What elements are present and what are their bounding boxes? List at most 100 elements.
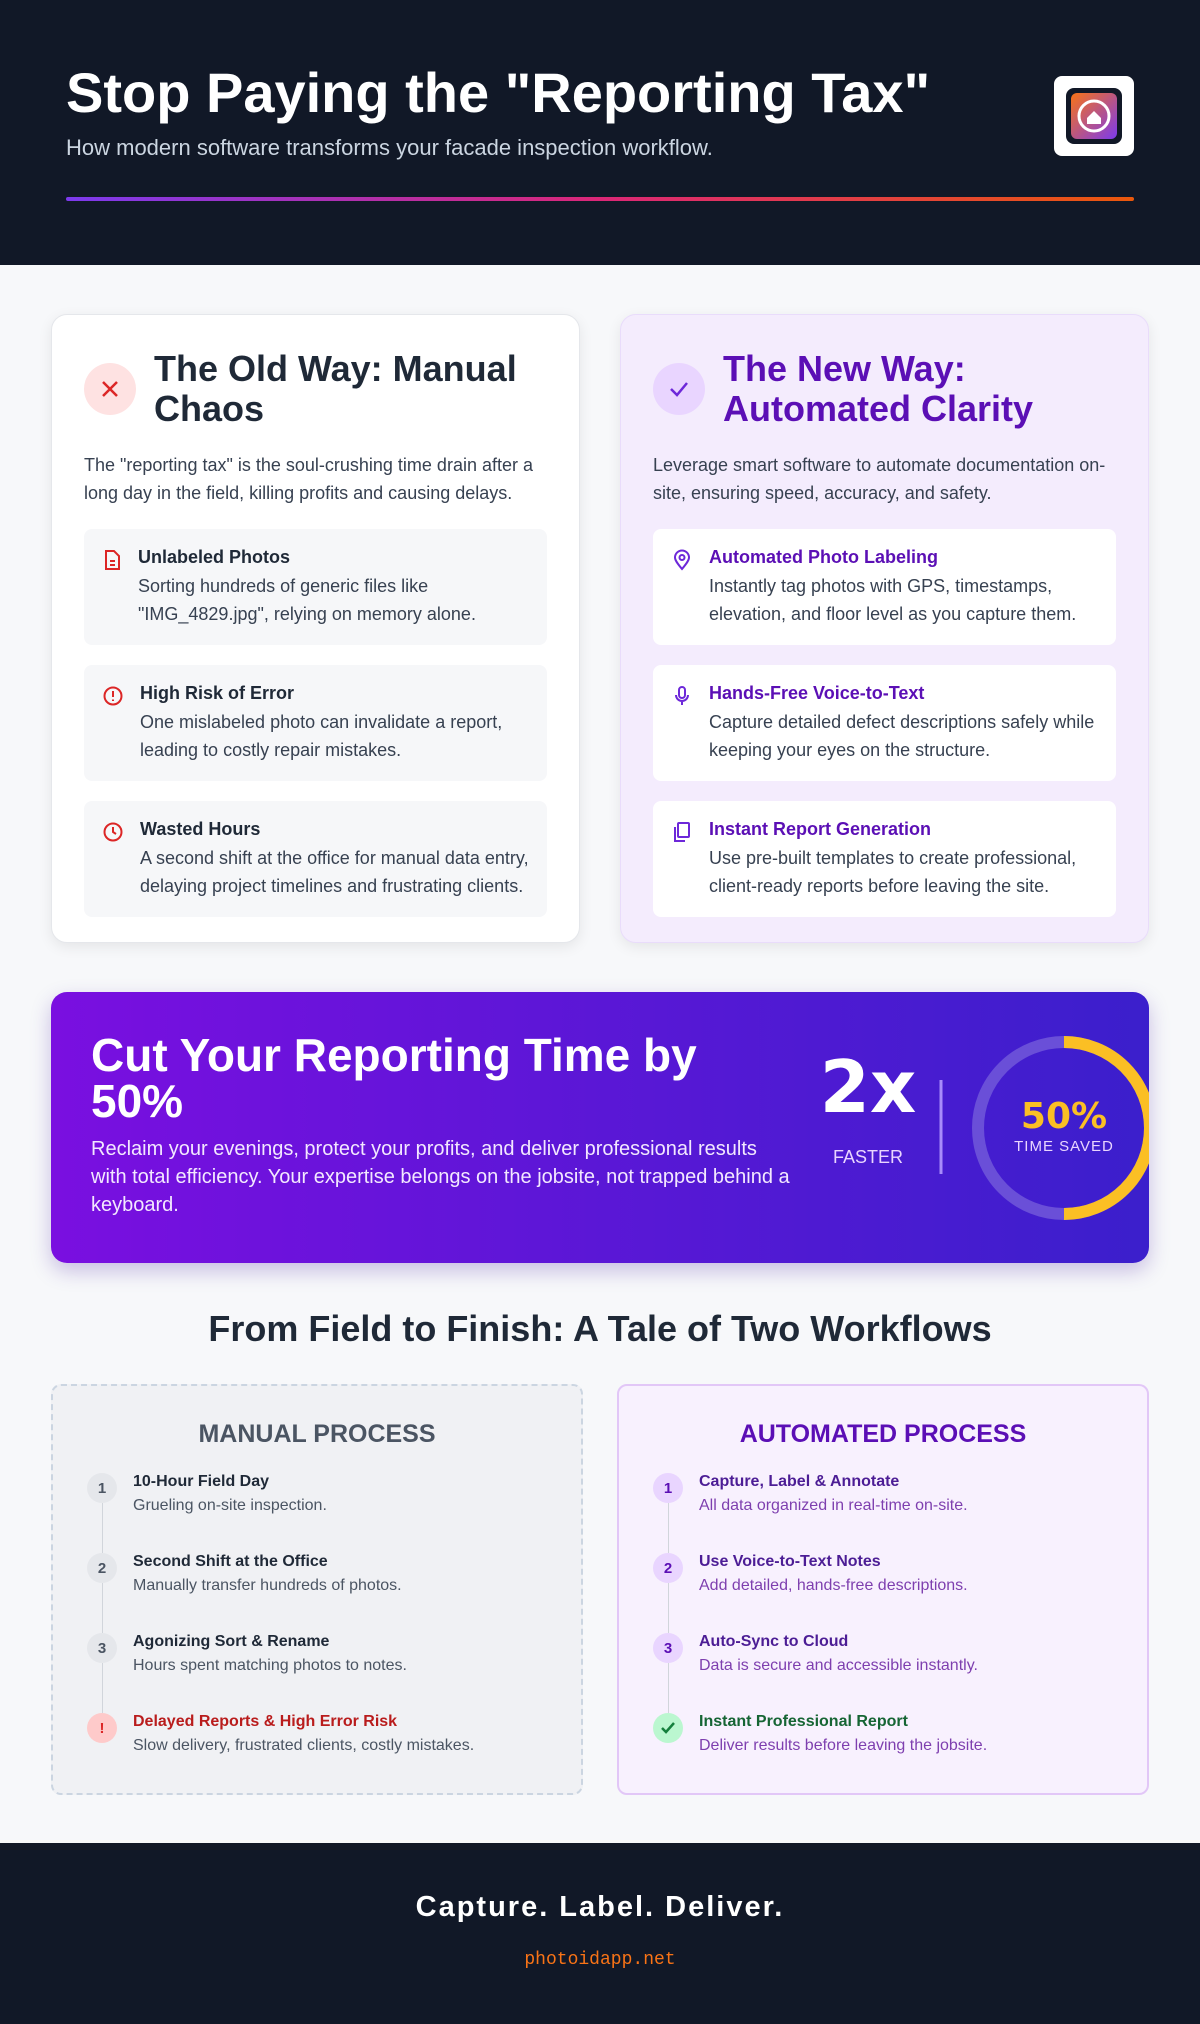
step: 2 Use Voice-to-Text Notes Add detailed, ha…	[653, 1553, 1113, 1633]
saved-value: 50%	[1021, 1096, 1107, 1137]
step-text: Hours spent matching photos to notes.	[133, 1657, 407, 1674]
step-body: Instant Professional Report Deliver resul…	[699, 1713, 987, 1793]
section-title: From Field to Finish: A Tale of Two Work…	[208, 1308, 992, 1349]
step-text: Deliver results before leaving the jobsi…	[699, 1737, 988, 1754]
feature-title: Wasted Hours	[140, 819, 261, 839]
step-title: Instant Professional Report	[699, 1713, 908, 1730]
banner: Cut Your Reporting Time by 50% Reclaim y…	[51, 992, 1149, 1263]
intro: The "reporting tax" is the soul-crushing…	[84, 455, 533, 503]
step-title: Capture, Label & Annotate	[699, 1473, 900, 1490]
saved-label: TIME SAVED	[1014, 1138, 1114, 1155]
step: 3 Auto-Sync to Cloud Data is secure and ac…	[653, 1633, 1113, 1713]
feature-text: Instantly tag photos with GPS, timestamp…	[709, 576, 1077, 624]
feature-title: High Risk of Error	[140, 683, 295, 703]
step-text: Slow delivery, frustrated clients, costl…	[133, 1737, 475, 1754]
feature-body: Instant Report Generation Use pre-built t…	[709, 819, 1098, 899]
tagline: Capture. Label. Deliver.	[415, 1891, 785, 1923]
step: 1 Capture, Label & Annotate All data organ…	[653, 1473, 1113, 1553]
step-text: Grueling on-site inspection.	[133, 1497, 327, 1514]
step-check	[653, 1713, 683, 1743]
card-title: The Old Way: Manual Chaos	[154, 348, 517, 429]
feature-text: Capture detailed defect descriptions saf…	[709, 712, 1095, 760]
step-body: Agonizing Sort & Rename Hours spent match…	[133, 1633, 407, 1713]
new-way-card: The New Way: Automated Clarity Leverage …	[620, 314, 1149, 943]
title: Stop Paying the "Reporting Tax"	[66, 61, 931, 124]
feature-title: Automated Photo Labeling	[709, 547, 938, 567]
feature-item: Wasted Hours A second shift at the office…	[84, 801, 547, 917]
step: 2 Second Shift at the Office Manually tran…	[87, 1553, 547, 1633]
logo-icon	[1066, 88, 1122, 144]
x-icon	[84, 363, 136, 415]
feature-body: High Risk of Error One mislabeled photo c…	[140, 683, 529, 763]
step-number: 2	[87, 1553, 117, 1583]
banner-text: Reclaim your evenings, protect your prof…	[91, 1138, 790, 1216]
step-number: 3	[87, 1633, 117, 1663]
step-text: All data organized in real-time on-site.	[699, 1497, 968, 1514]
step-line	[102, 1663, 103, 1713]
feature-icon	[102, 547, 122, 627]
feature-item: Hands-Free Voice-to-Text Capture detailed…	[653, 665, 1116, 781]
speed-label: FASTER	[833, 1147, 903, 1167]
step-line	[102, 1583, 103, 1633]
stats: 2x FASTER 50% TIME SAVED	[820, 1036, 1149, 1220]
intro: Leverage smart software to automate docu…	[653, 455, 1106, 503]
step: 3 Agonizing Sort & Rename Hours spent matc…	[87, 1633, 547, 1713]
step-number: !	[87, 1713, 117, 1743]
step-title: Delayed Reports & High Error Risk	[133, 1713, 398, 1730]
step-title: Second Shift at the Office	[133, 1553, 328, 1570]
step-body: Second Shift at the Office Manually trans…	[133, 1553, 402, 1633]
url: photoidapp.net	[524, 1950, 676, 1970]
step-line	[668, 1583, 669, 1633]
footer: Capture. Label. Deliver. photoidapp.net	[0, 1843, 1200, 2024]
step-number: 3	[653, 1633, 683, 1663]
subtitle: How modern software transforms your faca…	[66, 135, 713, 160]
feature-title: Unlabeled Photos	[138, 547, 291, 567]
feature-icon	[671, 683, 693, 763]
step-number: 1	[653, 1473, 683, 1503]
step-line	[102, 1503, 103, 1553]
speed-value: 2x	[820, 1045, 917, 1129]
step-text: Add detailed, hands-free descriptions.	[699, 1577, 968, 1594]
step-title: Agonizing Sort & Rename	[133, 1633, 330, 1650]
automated-card: AUTOMATED PROCESS 1 Capture, Label & Anno…	[617, 1384, 1149, 1795]
step-number: 2	[653, 1553, 683, 1583]
step-body: Auto-Sync to Cloud Data is secure and acc…	[699, 1633, 978, 1713]
feature-text: Sorting hundreds of generic files like "…	[138, 576, 476, 624]
card-title: The New Way: Automated Clarity	[723, 348, 1034, 429]
divider	[66, 197, 1134, 201]
step-text: Manually transfer hundreds of photos.	[133, 1577, 402, 1594]
banner-title: Cut Your Reporting Time by 50%	[91, 1029, 697, 1127]
feature-body: Unlabeled Photos Sorting hundreds of gene…	[138, 547, 529, 627]
step-text: Data is secure and accessible instantly.	[699, 1657, 978, 1674]
manual-card: MANUAL PROCESS 1 10-Hour Field Day Gruelin…	[51, 1384, 583, 1795]
step-title: Auto-Sync to Cloud	[699, 1633, 849, 1650]
manual-title: MANUAL PROCESS	[198, 1420, 436, 1448]
step-body: Delayed Reports & High Error Risk Slow de…	[133, 1713, 474, 1793]
feature-item: High Risk of Error One mislabeled photo c…	[84, 665, 547, 781]
step-body: Capture, Label & Annotate All data organi…	[699, 1473, 968, 1553]
feature-icon	[671, 547, 693, 627]
ring-progress	[1063, 1036, 1149, 1220]
feature-body: Hands-Free Voice-to-Text Capture detailed…	[709, 683, 1098, 763]
feature-icon	[671, 819, 693, 899]
logo	[1054, 76, 1134, 156]
old-way-card: The Old Way: Manual Chaos The "reporting…	[51, 314, 580, 943]
header: Stop Paying the "Reporting Tax" How mode…	[0, 0, 1200, 265]
step: 1 10-Hour Field Day Grueling on-site inspe…	[87, 1473, 547, 1553]
feature-item: Unlabeled Photos Sorting hundreds of gene…	[84, 529, 547, 645]
step-line	[668, 1503, 669, 1553]
step-line	[668, 1663, 669, 1713]
feature-title: Hands-Free Voice-to-Text	[709, 683, 925, 703]
step-body: 10-Hour Field Day Grueling on-site inspec…	[133, 1473, 327, 1553]
feature-icon	[102, 683, 124, 763]
step: ! Delayed Reports & High Error Risk Slow d…	[87, 1713, 547, 1793]
feature-text: Use pre-built templates to create profes…	[709, 848, 1077, 896]
step-title: 10-Hour Field Day	[133, 1473, 270, 1490]
feature-text: One mislabeled photo can invalidate a re…	[140, 712, 503, 760]
step-body: Use Voice-to-Text Notes Add detailed, han…	[699, 1553, 968, 1633]
step: Instant Professional Report Deliver resul…	[653, 1713, 1113, 1793]
automated-title: AUTOMATED PROCESS	[739, 1420, 1027, 1448]
feature-text: A second shift at the office for manual …	[140, 848, 529, 896]
check-icon	[653, 363, 705, 415]
